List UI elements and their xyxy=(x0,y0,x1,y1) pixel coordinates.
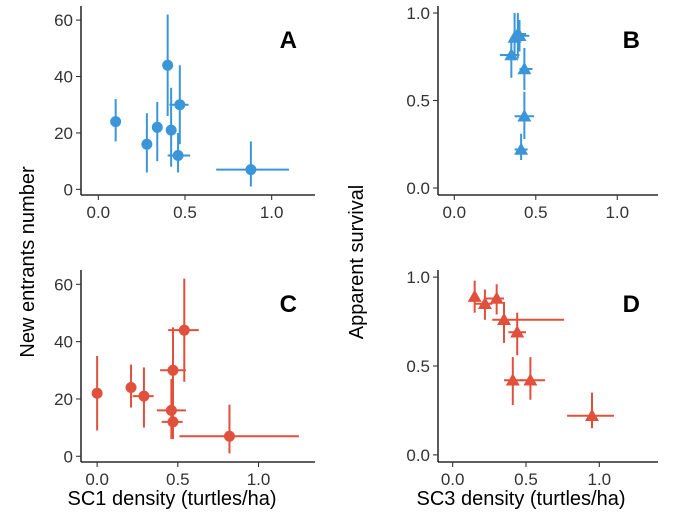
triangle-marker xyxy=(517,62,532,75)
y-tick-label: 1.0 xyxy=(406,268,430,287)
y-tick-label: 40 xyxy=(54,68,73,87)
data-point xyxy=(520,357,546,400)
x-tick-label: 1.0 xyxy=(260,203,284,222)
x-tick-label: 0.0 xyxy=(441,470,465,489)
x-tick-label: 0.5 xyxy=(514,470,538,489)
data-point xyxy=(132,367,154,428)
circle-marker xyxy=(138,390,150,402)
x-tick-label: 0.0 xyxy=(85,470,109,489)
triangle-marker xyxy=(585,408,599,422)
y-tick-label: 40 xyxy=(54,333,73,352)
panel-a: 0 20 40 60 0.0 0.5 1.0 A xyxy=(54,6,315,222)
data-point xyxy=(125,364,137,408)
data-point xyxy=(508,312,526,356)
panel-b: 0.0 0.5 1.0 0.0 0.5 1.0 B xyxy=(406,4,658,222)
data-point xyxy=(91,355,103,431)
data-point xyxy=(484,284,504,315)
y-tick-label: 0 xyxy=(64,447,73,466)
circle-marker xyxy=(167,416,179,428)
x-axis-title-sc1-density: SC1 density (turtles/ha) xyxy=(68,488,277,510)
x-tick-label: 1.0 xyxy=(588,470,612,489)
y-tick-label: 0.0 xyxy=(406,179,430,198)
data-point xyxy=(141,113,153,173)
data-point xyxy=(167,132,191,173)
triangle-marker xyxy=(477,296,492,310)
panel-c: 0 20 40 60 0.0 0.5 1.0 C xyxy=(54,270,315,489)
data-point xyxy=(151,101,163,162)
data-point xyxy=(514,133,529,160)
triangle-marker xyxy=(523,373,538,386)
circle-marker xyxy=(172,150,184,162)
circle-marker xyxy=(178,324,190,336)
circle-marker xyxy=(162,59,174,71)
data-point xyxy=(216,141,289,187)
data-point xyxy=(517,48,533,90)
triangle-marker xyxy=(510,325,525,338)
circle-marker xyxy=(223,430,235,442)
panel-letter: B xyxy=(623,27,640,54)
data-point xyxy=(168,278,199,382)
x-tick-label: 1.0 xyxy=(247,470,271,489)
y-tick-label: 0.5 xyxy=(406,357,430,376)
circle-marker xyxy=(245,164,257,176)
triangle-marker xyxy=(489,291,504,304)
y-tick-label: 1.0 xyxy=(406,4,430,23)
panel-letter: C xyxy=(280,291,297,318)
data-point xyxy=(179,404,299,454)
triangle-marker xyxy=(497,312,511,326)
y-tick-label: 60 xyxy=(54,275,73,294)
y-tick-label: 60 xyxy=(54,11,73,30)
data-point xyxy=(162,14,174,117)
data-point xyxy=(467,280,482,313)
x-axis-title-sc3-density: SC3 density (turtles/ha) xyxy=(417,488,626,510)
x-tick-label: 1.0 xyxy=(605,203,629,222)
circle-marker xyxy=(167,364,179,376)
data-point xyxy=(492,302,565,343)
y-tick-label: 0.0 xyxy=(406,446,430,465)
circle-marker xyxy=(141,138,153,150)
circle-marker xyxy=(151,121,163,133)
x-tick-label: 0.5 xyxy=(173,203,197,222)
data-point xyxy=(567,392,614,429)
panel-d: 0.0 0.5 1.0 0.0 0.5 1.0 D xyxy=(406,268,658,489)
x-tick-label: 0.5 xyxy=(166,470,190,489)
circle-marker xyxy=(110,116,122,128)
circle-marker xyxy=(91,387,103,399)
y-tick-label: 20 xyxy=(54,124,73,143)
data-point xyxy=(504,357,524,406)
circle-marker xyxy=(165,124,177,136)
x-tick-label: 0.0 xyxy=(87,203,111,222)
panel-letter: A xyxy=(280,27,297,54)
x-tick-label: 0.5 xyxy=(524,203,548,222)
panel-letter: D xyxy=(623,291,640,318)
y-axis-title-new-entrants: New entrants number xyxy=(17,166,39,358)
x-tick-label: 0.0 xyxy=(442,203,466,222)
triangle-marker xyxy=(505,373,520,386)
data-point xyxy=(161,396,183,440)
data-point xyxy=(110,99,122,142)
data-point xyxy=(156,378,186,440)
data-point xyxy=(169,65,189,145)
data-point xyxy=(499,37,520,78)
triangle-marker xyxy=(514,142,529,155)
triangle-marker xyxy=(467,289,482,302)
data-point xyxy=(512,20,530,52)
circle-marker xyxy=(165,404,177,416)
y-tick-label: 0.5 xyxy=(406,92,430,111)
triangle-marker xyxy=(512,28,527,41)
y-tick-label: 0 xyxy=(64,180,73,199)
circle-marker xyxy=(174,99,186,111)
data-point xyxy=(474,289,493,320)
y-axis-title-apparent-survival: Apparent survival xyxy=(346,185,368,340)
circle-marker xyxy=(125,381,137,393)
data-point xyxy=(514,91,535,139)
data-point xyxy=(165,87,177,167)
triangle-marker xyxy=(517,109,532,122)
y-tick-label: 20 xyxy=(54,390,73,409)
